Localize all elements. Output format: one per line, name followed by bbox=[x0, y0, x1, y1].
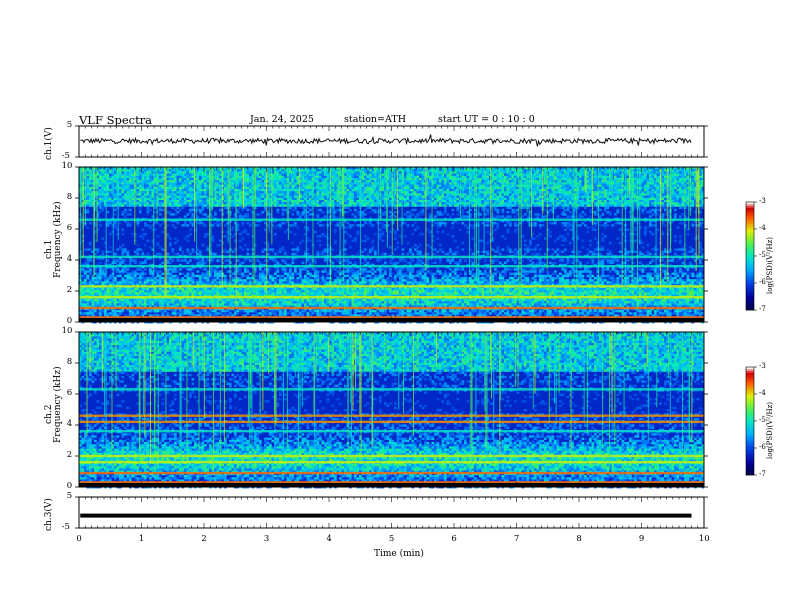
ytick-label: 5 bbox=[67, 491, 72, 501]
freq-band bbox=[79, 420, 704, 424]
start-ut-label: start UT = 0 : 10 : 0 bbox=[438, 114, 535, 125]
figure-title: VLF Spectra bbox=[79, 113, 152, 127]
ytick-label: 5 bbox=[67, 120, 72, 130]
colorbar-tick-label: -3 bbox=[759, 197, 766, 205]
ytick-label: 0 bbox=[67, 316, 72, 326]
xtick-label: 10 bbox=[699, 534, 710, 544]
colorbar-tick-label: -6 bbox=[759, 278, 766, 286]
freq-band bbox=[79, 471, 704, 475]
yaxis-frequency-label: Frequency (kHz) bbox=[53, 201, 63, 278]
xtick-label: 3 bbox=[264, 534, 269, 544]
panels bbox=[78, 125, 757, 529]
ytick-label: 0 bbox=[67, 481, 72, 491]
ytick-label: 8 bbox=[67, 357, 72, 367]
freq-band bbox=[79, 414, 704, 417]
xtick-label: 4 bbox=[326, 534, 331, 544]
spectrogram-ch2 bbox=[78, 331, 705, 489]
xaxis-label: Time (min) bbox=[374, 549, 424, 559]
freq-band bbox=[79, 306, 704, 310]
yaxis-label: ch.1(V) bbox=[44, 127, 54, 160]
xtick-label: 0 bbox=[76, 534, 81, 544]
freq-band bbox=[79, 461, 704, 464]
colorbar-label: log(PSD)(V²/Hz) bbox=[766, 237, 774, 294]
waveform-trace bbox=[80, 513, 692, 518]
colorbar-tick-label: -5 bbox=[759, 416, 766, 424]
freq-band bbox=[79, 430, 704, 433]
yaxis-label: ch.3(V) bbox=[44, 498, 54, 531]
freq-band bbox=[79, 255, 704, 259]
tick-marks bbox=[75, 125, 708, 529]
freq-band bbox=[79, 388, 704, 391]
colorbar-label: log(PSD)(V²/Hz) bbox=[766, 402, 774, 459]
xtick-label: 1 bbox=[139, 534, 144, 544]
xtick-label: 5 bbox=[389, 534, 394, 544]
ytick-label: 10 bbox=[62, 161, 73, 171]
ytick-label: 6 bbox=[67, 223, 72, 233]
xtick-label: 8 bbox=[576, 534, 581, 544]
ytick-label: 2 bbox=[67, 285, 72, 295]
waveform-trace bbox=[80, 134, 692, 147]
freq-band bbox=[79, 296, 704, 299]
colorbar-tick-label: -6 bbox=[759, 443, 766, 451]
freq-band bbox=[79, 218, 704, 221]
freq-band bbox=[79, 285, 704, 288]
ytick-label: -5 bbox=[62, 522, 70, 532]
xtick-label: 2 bbox=[201, 534, 206, 544]
spectrogram-ch1 bbox=[78, 166, 705, 324]
colorbar-tick-label: -4 bbox=[759, 389, 766, 397]
colorbar bbox=[745, 366, 757, 476]
colorbar-tick-label: -3 bbox=[759, 362, 766, 370]
xtick-label: 6 bbox=[451, 534, 456, 544]
ytick-label: 2 bbox=[67, 450, 72, 460]
ytick-label: 8 bbox=[67, 192, 72, 202]
ytick-label: 4 bbox=[67, 254, 72, 264]
colorbar-tick-label: -7 bbox=[759, 305, 766, 313]
colorbar bbox=[745, 201, 757, 311]
colorbar-tick-label: -4 bbox=[759, 224, 766, 232]
ytick-label: 10 bbox=[62, 326, 73, 336]
date-label: Jan. 24, 2025 bbox=[250, 114, 314, 125]
colorbar-tick-label: -5 bbox=[759, 251, 766, 259]
xtick-label: 9 bbox=[639, 534, 644, 544]
ytick-label: -5 bbox=[62, 151, 70, 161]
freq-band bbox=[79, 454, 704, 458]
ytick-label: 4 bbox=[67, 419, 72, 429]
yaxis-frequency-label: Frequency (kHz) bbox=[53, 366, 63, 443]
colorbar-tick-label: -7 bbox=[759, 470, 766, 478]
xtick-label: 7 bbox=[514, 534, 519, 544]
ytick-label: 6 bbox=[67, 388, 72, 398]
freq-band bbox=[79, 265, 704, 268]
station-label: station=ATH bbox=[344, 114, 406, 125]
